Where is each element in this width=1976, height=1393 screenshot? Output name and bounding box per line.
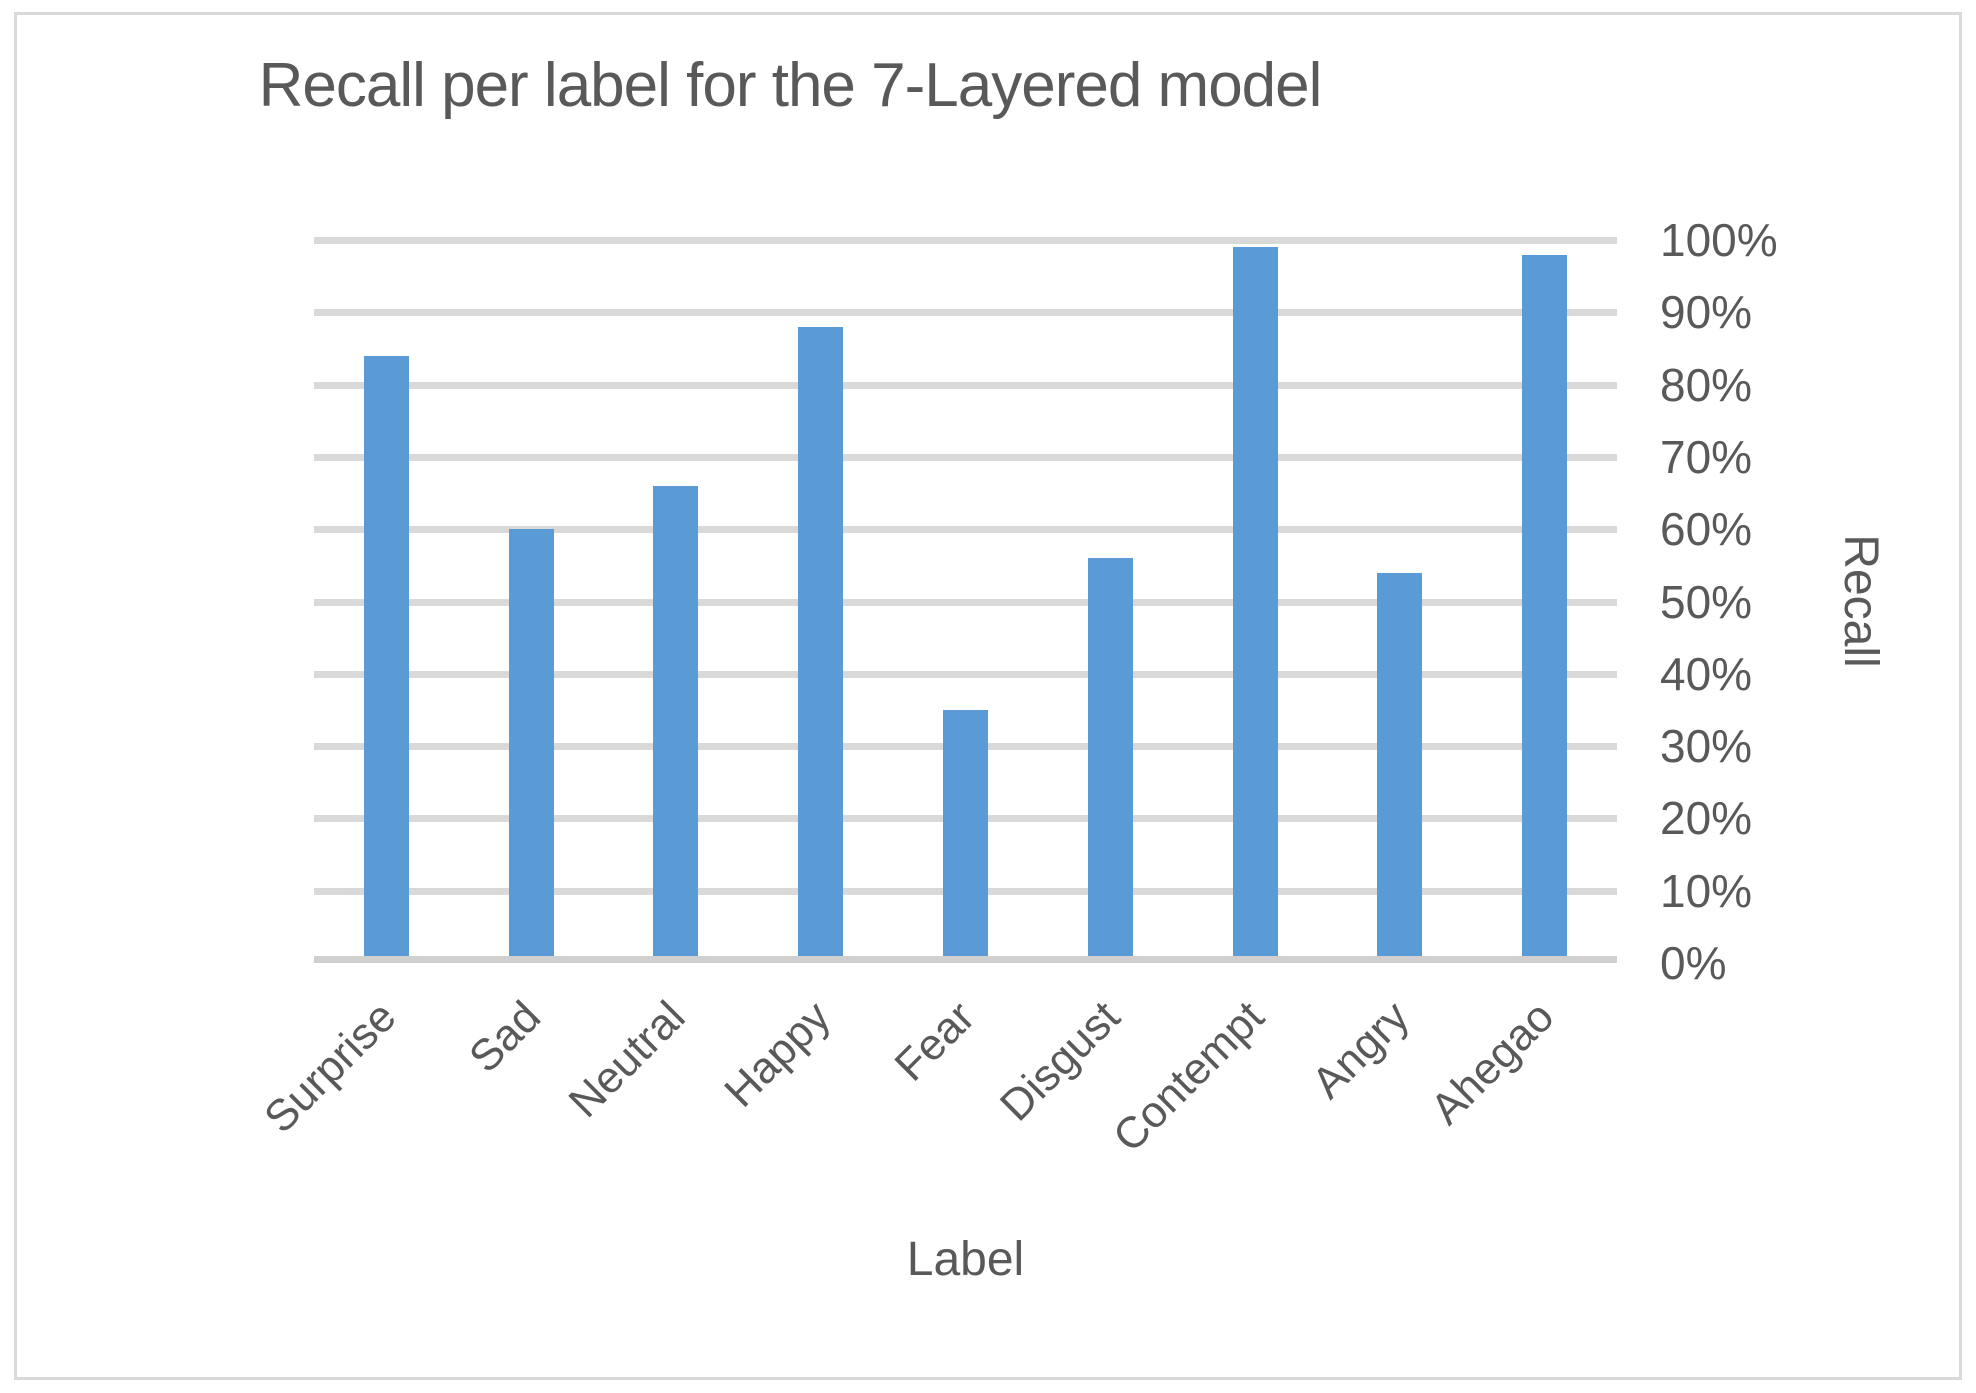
y-tick-label-70pct: 70% bbox=[1660, 430, 1753, 483]
bar-disgust bbox=[1087, 558, 1133, 956]
bar-angry bbox=[1377, 572, 1423, 956]
y-tick-label-10pct: 10% bbox=[1660, 864, 1753, 917]
y-tick-label-60pct: 60% bbox=[1660, 503, 1753, 556]
plot-area bbox=[314, 237, 1617, 963]
y-tick-label-80pct: 80% bbox=[1660, 358, 1753, 411]
bar-neutral bbox=[653, 486, 699, 956]
y-tick-label-50pct: 50% bbox=[1660, 575, 1753, 628]
y-tick-label-20pct: 20% bbox=[1660, 792, 1753, 845]
bar-happy bbox=[798, 327, 844, 956]
y-tick-label-30pct: 30% bbox=[1660, 720, 1753, 773]
chart-title: Recall per label for the 7-Layered model bbox=[258, 51, 1323, 120]
y-tick-label-0pct: 0% bbox=[1660, 937, 1727, 989]
bar-contempt bbox=[1232, 247, 1278, 956]
gridline-80pct bbox=[314, 381, 1617, 389]
bar-fear bbox=[943, 710, 988, 956]
gridline-100pct bbox=[314, 237, 1617, 244]
gridline-70pct bbox=[314, 453, 1617, 461]
bar-ahegao bbox=[1522, 254, 1568, 956]
y-tick-label-40pct: 40% bbox=[1660, 647, 1753, 700]
gridline-60pct bbox=[314, 526, 1617, 534]
y-tick-label-90pct: 90% bbox=[1660, 286, 1753, 339]
x-axis-title: Label bbox=[906, 1233, 1025, 1286]
gridline-40pct bbox=[314, 670, 1617, 678]
gridline-90pct bbox=[314, 309, 1617, 317]
chart-border-frame bbox=[14, 12, 1962, 1380]
y-tick-label-100pct: 100% bbox=[1660, 214, 1778, 266]
gridline-50pct bbox=[314, 598, 1617, 606]
bar-surprise bbox=[363, 355, 409, 956]
bar-sad bbox=[508, 529, 554, 956]
